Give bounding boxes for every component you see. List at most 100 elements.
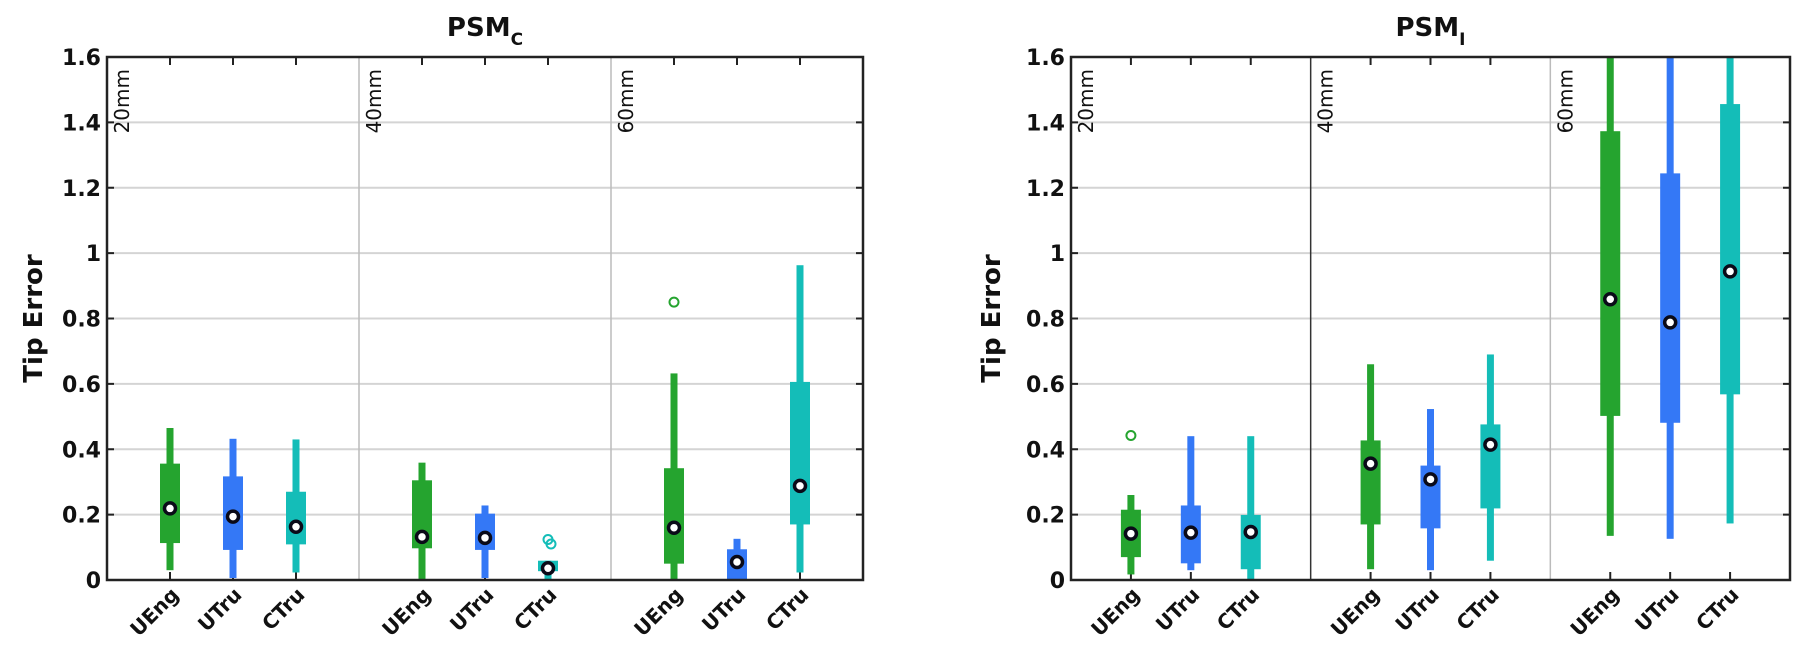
median-marker (666, 520, 682, 535)
median-marker (540, 560, 556, 576)
y-tick-label: 1.4 (1026, 111, 1065, 136)
outlier-point (1125, 430, 1137, 442)
y-tick-label: 0.2 (62, 504, 101, 529)
box-iqr (1660, 173, 1681, 423)
chart-title: PSMC (447, 13, 523, 50)
y-tick-label: 1.2 (62, 177, 101, 202)
x-tick-label: CTru (1691, 583, 1743, 635)
x-tick-label: UEng (1565, 583, 1623, 641)
box-iqr (1600, 131, 1621, 416)
median-marker (1722, 264, 1738, 279)
box-60mm-UEng (664, 296, 684, 580)
whisker (1187, 436, 1195, 571)
group-label: 40mm (362, 69, 386, 133)
median-marker (1662, 315, 1678, 330)
median-marker (225, 509, 241, 524)
box-iqr (1720, 104, 1741, 395)
box-40mm-UEng (412, 462, 432, 580)
median-marker (1123, 526, 1139, 541)
box-iqr (1480, 424, 1501, 509)
y-tick-label: 1.2 (1026, 177, 1065, 202)
y-tick-label: 0 (1050, 569, 1065, 594)
group-label: 60mm (614, 69, 638, 133)
box-20mm-CTru (286, 439, 306, 573)
x-tick-label: UTru (1390, 583, 1444, 637)
y-axis-label: Tip Error (19, 254, 49, 383)
box-iqr (412, 480, 432, 549)
box-iqr (790, 381, 810, 525)
median-marker (1423, 472, 1438, 487)
box-20mm-UEng (160, 428, 180, 571)
box-60mm-UTru (1660, 57, 1681, 539)
box-iqr (664, 468, 684, 564)
box-20mm-UEng (1120, 430, 1141, 575)
box-40mm-CTru (538, 533, 558, 580)
x-tick-label: UEng (377, 583, 435, 641)
y-tick-label: 1.4 (62, 111, 101, 136)
box-40mm-CTru (1480, 354, 1501, 561)
outlier-point (545, 538, 557, 550)
x-tick-label: UEng (1086, 583, 1144, 641)
x-tick-label: UTru (445, 583, 499, 637)
whisker (1247, 436, 1255, 580)
median-marker (1483, 437, 1498, 452)
y-tick-label: 0.6 (1026, 373, 1065, 398)
axes-frame (1069, 55, 1792, 582)
median-marker (1363, 456, 1378, 471)
box-40mm-UTru (475, 505, 495, 579)
y-axis-label: Tip Error (977, 254, 1007, 383)
x-tick-label: CTru (761, 583, 813, 635)
median-marker (288, 519, 304, 534)
group-label: 60mm (1553, 69, 1577, 133)
box-40mm-UTru (1420, 409, 1441, 571)
x-tick-label: UTru (1630, 583, 1684, 637)
x-tick-label: UEng (1326, 583, 1384, 641)
median-marker (1243, 524, 1258, 540)
median-marker (729, 554, 745, 570)
box-iqr (286, 491, 306, 545)
x-tick-label: UTru (1151, 583, 1205, 637)
chart-title-subscript: I (1459, 30, 1465, 50)
x-tick-label: CTru (1212, 583, 1264, 635)
median-marker (1183, 525, 1199, 540)
chart-title-main: PSM (447, 13, 511, 43)
x-tick-label: CTru (257, 583, 309, 635)
group-label: 20mm (110, 69, 134, 133)
box-20mm-CTru (1240, 436, 1261, 580)
x-tick-label: UTru (193, 583, 247, 637)
x-tick-label: UTru (697, 583, 751, 637)
y-tick-label: 0.4 (1026, 438, 1065, 463)
box-60mm-CTru (790, 265, 810, 573)
group-label: 20mm (1074, 69, 1098, 133)
median-marker (162, 501, 178, 516)
group-label: 40mm (1314, 69, 1338, 133)
outlier-point (668, 296, 680, 308)
x-tick-label: UEng (629, 583, 687, 641)
y-tick-label: 1.6 (62, 46, 101, 71)
y-tick-label: 0.4 (62, 438, 101, 463)
median-marker (792, 478, 808, 494)
box-iqr (1240, 514, 1261, 570)
median-marker (414, 529, 430, 545)
axes-frame (105, 55, 865, 582)
y-tick-label: 0.8 (62, 308, 101, 333)
y-tick-label: 0 (86, 569, 101, 594)
chart-title: PSMI (1396, 13, 1466, 50)
y-tick-label: 0.6 (62, 373, 101, 398)
x-tick-label: CTru (509, 583, 561, 635)
y-tick-label: 1.6 (1026, 46, 1065, 71)
chart-title-subscript: C (511, 30, 523, 50)
y-tick-label: 0.2 (1026, 504, 1065, 529)
chart-title-main: PSM (1396, 13, 1460, 43)
box-20mm-UTru (223, 438, 243, 579)
median-marker (1603, 291, 1618, 307)
y-tick-label: 1 (1050, 242, 1065, 267)
box-60mm-CTru (1720, 57, 1741, 524)
x-tick-label: UEng (125, 583, 183, 641)
box-20mm-UTru (1180, 436, 1201, 571)
x-tick-label: CTru (1451, 583, 1503, 635)
box-40mm-UEng (1360, 364, 1381, 570)
median-marker (477, 530, 493, 546)
